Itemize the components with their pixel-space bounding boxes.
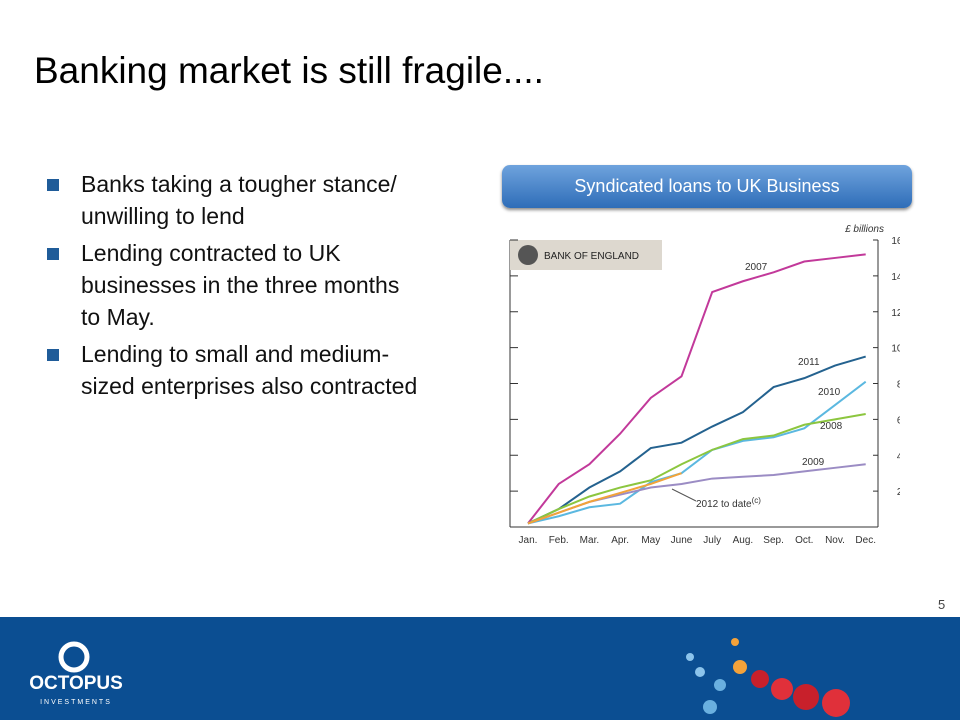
y-tick-label: 120 [891, 308, 900, 319]
bullet: Lending contracted to UK businesses in t… [47, 237, 422, 333]
series-line [527, 253, 866, 525]
bullet: Banks taking a tougher stance/ unwilling… [47, 168, 422, 232]
series-name: 2010 [818, 387, 841, 398]
y-tick-label: 100 [891, 344, 900, 355]
series-name: 2012 to date [696, 499, 752, 510]
x-tick-label: May [641, 535, 660, 546]
label-arrow [671, 488, 697, 502]
series-name: 2009 [802, 457, 825, 468]
series-name: 2011 [798, 357, 820, 368]
x-tick-label: Mar. [580, 535, 599, 546]
plot-bg [510, 225, 886, 545]
y-tick-label: 20 [897, 487, 900, 498]
series-label: 2007 [745, 262, 768, 273]
y-tick-label: 140 [891, 272, 900, 283]
series-name: 2007 [745, 262, 768, 273]
series-label: 2010 [818, 387, 841, 398]
chart: BANK OF ENGLAND £ billions02040608010012… [509, 224, 900, 546]
bullet: Lending to small and medium-sized enterp… [47, 338, 422, 402]
series-label: 2008 [820, 421, 843, 432]
badge-text: BANK OF ENGLAND [544, 251, 639, 262]
series-line [527, 413, 866, 525]
logo-mark [58, 641, 90, 673]
x-tick-label: July [703, 535, 721, 546]
y-axis-label: £ billions [844, 224, 884, 235]
chart-button[interactable]: Syndicated loans to UK Business [502, 165, 912, 208]
series-label: 2012 to date(c) [696, 496, 761, 510]
x-tick-label: Aug. [733, 535, 754, 546]
series-label: 2009 [802, 457, 825, 468]
logo-sub: INVESTMENTS [40, 699, 112, 706]
x-tick-label: Jan. [519, 535, 538, 546]
footer: OCTOPUS INVESTMENTS [0, 617, 960, 720]
decoration [686, 638, 850, 717]
series-line [527, 472, 682, 525]
bullet-list: Banks taking a tougher stance/ unwilling… [47, 168, 422, 407]
series-note: (c) [752, 496, 762, 505]
logo-name: OCTOPUS [29, 673, 123, 694]
series-line [527, 355, 866, 525]
series-name: 2008 [820, 421, 843, 432]
series-label: 2011 [798, 357, 820, 368]
x-tick-label: Apr. [611, 535, 629, 546]
slide-title: Banking market is still fragile.... [34, 50, 544, 91]
x-tick-label: Feb. [549, 535, 569, 546]
x-tick-label: Nov. [825, 535, 845, 546]
y-tick-label: 160 [891, 236, 900, 247]
y-tick-label: 80 [897, 380, 900, 391]
y-tick-label: 40 [897, 451, 900, 462]
footer-art: OCTOPUS INVESTMENTS [29, 638, 850, 717]
page-number: 5 [938, 597, 946, 612]
x-tick-label: Dec. [855, 535, 876, 546]
y-tick-label: 60 [897, 415, 900, 426]
badge-icon [518, 245, 538, 265]
x-tick-label: Oct. [795, 535, 813, 546]
x-tick-label: June [671, 535, 693, 546]
x-tick-label: Sep. [763, 535, 784, 546]
